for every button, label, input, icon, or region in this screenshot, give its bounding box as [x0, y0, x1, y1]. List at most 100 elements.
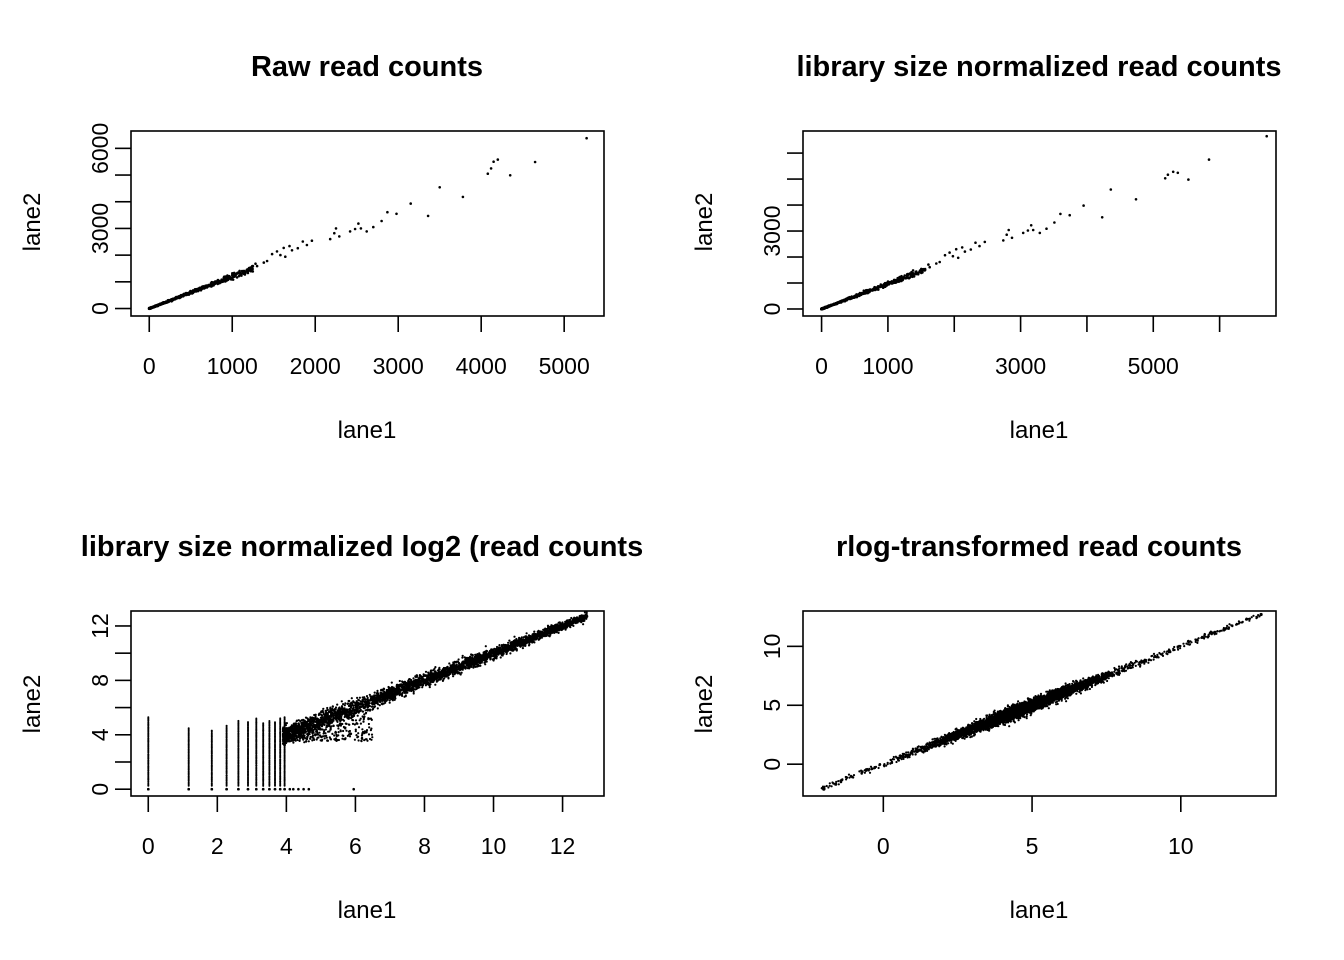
data-point	[147, 780, 150, 782]
data-point	[583, 611, 587, 614]
data-point	[313, 738, 316, 742]
plot-frame	[130, 610, 605, 797]
data-point	[373, 705, 377, 708]
data-point	[302, 787, 305, 791]
data-point	[210, 729, 213, 732]
data-point	[1082, 204, 1085, 207]
data-point	[292, 722, 296, 725]
chart-title: library size normalized read counts	[796, 51, 1281, 83]
data-point	[237, 719, 240, 722]
data-point	[864, 288, 868, 292]
data-point	[923, 267, 927, 271]
data-point	[325, 736, 328, 739]
data-point	[283, 743, 286, 747]
data-point	[548, 635, 551, 638]
data-point	[210, 754, 213, 757]
data-point	[360, 740, 363, 743]
data-point	[318, 731, 321, 734]
data-point	[255, 724, 258, 727]
y-axis-label: lane2	[19, 193, 46, 252]
data-point	[185, 293, 188, 297]
data-point	[270, 252, 274, 256]
x-axis-label: lane1	[1010, 417, 1069, 444]
data-point	[496, 158, 500, 161]
data-point	[262, 722, 265, 725]
data-point	[340, 705, 344, 708]
data-point	[1053, 221, 1056, 224]
data-point	[283, 782, 286, 785]
data-point	[388, 701, 391, 704]
data-point	[362, 718, 365, 721]
data-point	[237, 747, 240, 750]
data-point	[322, 707, 325, 710]
data-point	[210, 281, 213, 284]
data-point	[1045, 227, 1048, 230]
data-point	[533, 630, 536, 633]
data-point	[310, 239, 314, 242]
data-point	[380, 219, 383, 223]
x-tick-label: 3000	[373, 353, 424, 379]
data-point	[903, 274, 906, 277]
data-point	[452, 675, 455, 678]
data-point	[1010, 236, 1014, 240]
data-point	[365, 695, 369, 698]
data-point	[237, 755, 240, 758]
data-point	[358, 696, 361, 699]
data-point	[368, 726, 371, 729]
data-point	[865, 291, 869, 294]
data-point	[355, 734, 358, 737]
data-point	[296, 246, 300, 250]
data-point	[210, 756, 213, 759]
data-point	[340, 718, 343, 722]
data-point	[283, 762, 286, 765]
data-point	[561, 621, 564, 624]
data-point	[1029, 224, 1033, 227]
data-point	[321, 714, 324, 717]
data-point	[162, 301, 165, 304]
y-tick-label: 0	[87, 302, 113, 315]
data-point	[255, 731, 258, 734]
data-point	[279, 771, 282, 774]
data-point	[421, 686, 424, 689]
data-point	[223, 275, 226, 279]
data-point	[274, 759, 276, 762]
data-point	[268, 754, 271, 757]
data-point	[373, 691, 376, 694]
data-point	[210, 767, 213, 770]
data-point	[296, 738, 299, 742]
data-point	[247, 737, 249, 740]
data-point	[311, 735, 314, 739]
data-point	[268, 759, 271, 762]
data-point	[210, 771, 213, 774]
x-tick-label: 0	[143, 353, 156, 379]
data-point	[314, 733, 317, 736]
data-point	[283, 768, 286, 771]
data-point	[564, 628, 567, 631]
data-point	[255, 776, 258, 779]
data-point	[279, 764, 282, 766]
data-point	[268, 775, 271, 778]
data-point	[254, 787, 258, 791]
data-point	[216, 280, 220, 284]
y-axis-label: lane2	[19, 675, 46, 734]
data-point	[230, 276, 234, 280]
data-point	[365, 738, 368, 741]
data-point	[268, 728, 271, 731]
data-point	[338, 717, 341, 721]
data-point	[574, 622, 578, 625]
data-point	[415, 686, 418, 689]
data-point	[187, 787, 190, 791]
data-point	[237, 732, 240, 735]
data-points	[147, 611, 589, 791]
data-point	[240, 274, 243, 277]
data-point	[147, 721, 150, 724]
data-point	[829, 304, 832, 307]
x-axis-label: lane1	[338, 417, 397, 444]
data-point	[147, 739, 150, 742]
data-point	[911, 269, 915, 272]
data-point	[890, 282, 894, 285]
data-point	[447, 677, 450, 680]
data-point	[880, 284, 883, 287]
data-point	[223, 278, 227, 282]
plot-frame	[130, 130, 605, 317]
